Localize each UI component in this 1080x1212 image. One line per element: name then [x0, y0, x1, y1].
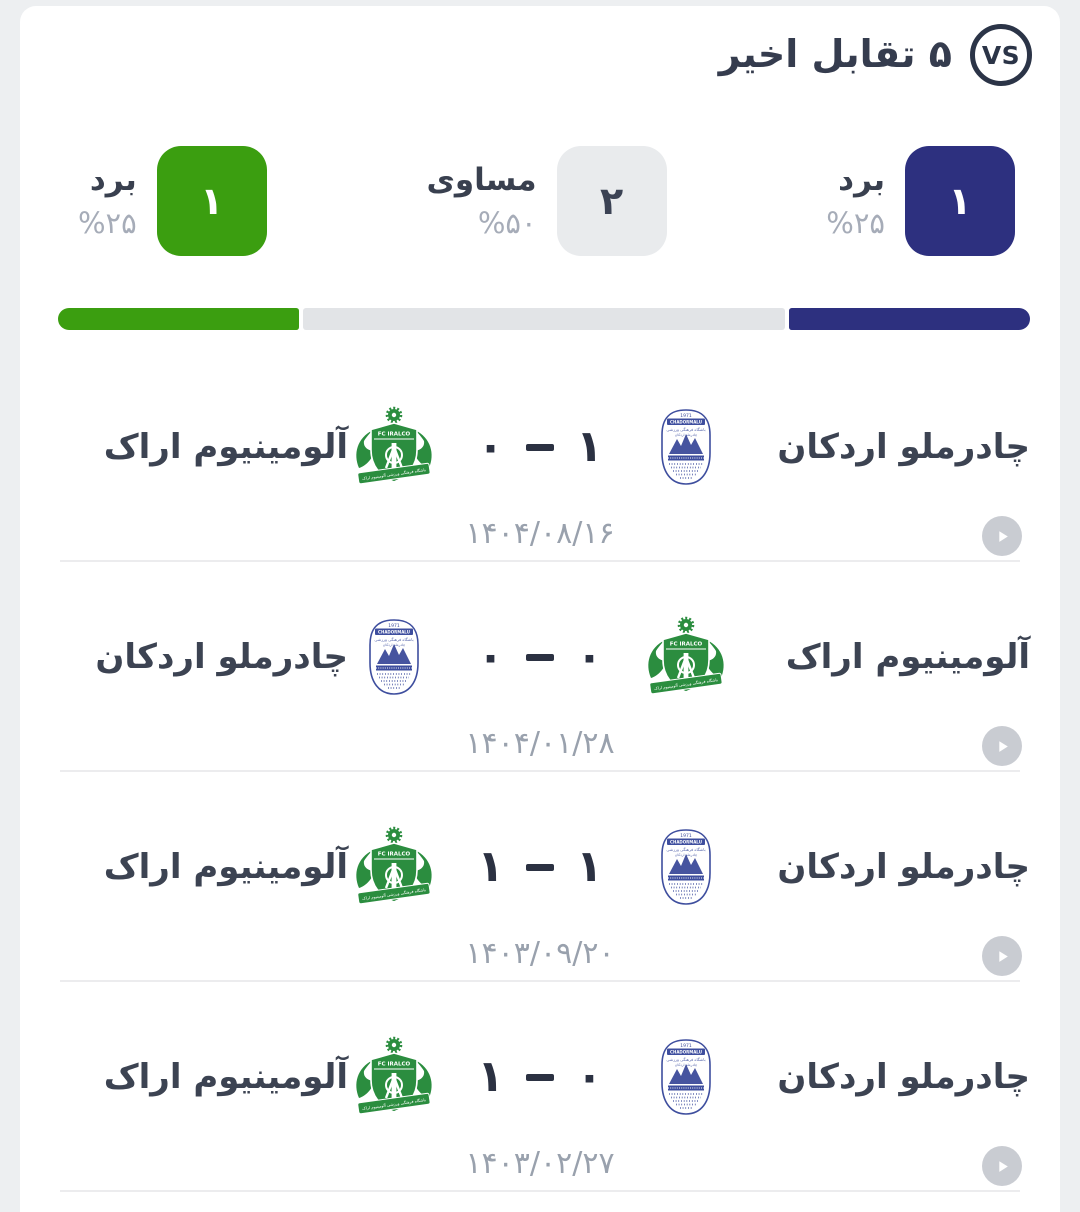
svg-text:باشگاه فرهنگی ورزشی: باشگاه فرهنگی ورزشی [666, 1057, 705, 1062]
svg-text:1971: 1971 [680, 833, 692, 839]
match-list: چادرملو اردکان 1971 CHADORMALU باشگاه فر… [20, 352, 1060, 1192]
svg-text:CHADORMALU: CHADORMALU [378, 630, 410, 635]
home-team-name: چادرملو اردکان [777, 1057, 1030, 1097]
away-score: ۱ [477, 1051, 504, 1102]
match-score: ۰ ۰ [440, 635, 640, 679]
head-to-head-card: VS ۵ تقابل اخیر ۱ برد %۲۵ ۲ مساوی %۵۰ ۱ … [20, 6, 1060, 1212]
iralco-crest-icon: FC IRALCO باشگاه فرهنگی ورزشی آلومینیوم … [356, 1036, 432, 1115]
svg-text:FC IRALCO: FC IRALCO [378, 852, 411, 858]
away-score: ۱ [477, 841, 504, 892]
chadormalu-crest-icon: 1971 CHADORMALU باشگاه فرهنگی ورزشی چادر… [661, 829, 711, 905]
score-dash [526, 1073, 554, 1081]
svg-text:FC IRALCO: FC IRALCO [670, 642, 703, 648]
match-score: ۰ ۱ [440, 1055, 640, 1099]
vs-icon-label: VS [981, 40, 1021, 70]
svg-text:CHADORMALU: CHADORMALU [670, 840, 702, 845]
away-team-crest: 1971 CHADORMALU باشگاه فرهنگی ورزشی چادر… [351, 402, 437, 492]
home-team-crest: 1971 CHADORMALU باشگاه فرهنگی ورزشی چادر… [658, 828, 714, 906]
home-team-name: آلومینیوم اراک [785, 637, 1030, 677]
away-team-crest: 1971 CHADORMALU باشگاه فرهنگی ورزشی چادر… [351, 1032, 437, 1122]
match-row[interactable]: چادرملو اردکان 1971 CHADORMALU باشگاه فر… [20, 352, 1060, 562]
score-dash [526, 653, 554, 661]
match-score: ۱ ۰ [440, 425, 640, 469]
section-header: VS ۵ تقابل اخیر [20, 6, 1060, 86]
svg-text:CHADORMALU: CHADORMALU [670, 1050, 702, 1055]
chadormalu-crest-icon: 1971 CHADORMALU باشگاه فرهنگی ورزشی چادر… [661, 409, 711, 485]
match-date: ۱۴۰۳/۰۲/۲۷ [465, 1146, 615, 1181]
home-team-name: چادرملو اردکان [777, 427, 1030, 467]
section-title: ۵ تقابل اخیر [718, 32, 952, 77]
away-team-crest: 1971 CHADORMALU باشگاه فرهنگی ورزشی چادر… [351, 822, 437, 912]
svg-text:باشگاه فرهنگی ورزشی: باشگاه فرهنگی ورزشی [374, 637, 413, 642]
score-dash [526, 863, 554, 871]
home-team-crest: 1971 CHADORMALU باشگاه فرهنگی ورزشی چادر… [658, 1038, 714, 1116]
stat-away-wins-label: برد [89, 162, 137, 198]
play-highlights-button[interactable] [982, 936, 1022, 976]
match-date: ۱۴۰۳/۰۹/۲۰ [465, 936, 615, 971]
win-draw-loss-bar [58, 308, 1030, 330]
match-date: ۱۴۰۴/۰۱/۲۸ [465, 726, 615, 761]
svg-text:1971: 1971 [680, 1043, 692, 1049]
match-row[interactable]: چادرملو اردکان 1971 CHADORMALU باشگاه فر… [20, 982, 1060, 1192]
iralco-crest-icon: FC IRALCO باشگاه فرهنگی ورزشی آلومینیوم … [356, 406, 432, 485]
stat-draws-percent: %۵۰ [477, 206, 537, 240]
iralco-crest-icon: FC IRALCO باشگاه فرهنگی ورزشی آلومینیوم … [648, 616, 724, 695]
vs-icon: VS [970, 24, 1032, 86]
home-score: ۱ [576, 421, 603, 472]
match-date: ۱۴۰۴/۰۸/۱۶ [465, 516, 615, 551]
home-score: ۰ [576, 631, 603, 682]
away-team-name: آلومینیوم اراک [103, 427, 348, 467]
svg-text:باشگاه فرهنگی ورزشی: باشگاه فرهنگی ورزشی [666, 427, 705, 432]
stat-home-wins-percent: %۲۵ [826, 206, 885, 240]
play-icon [998, 950, 1008, 962]
play-icon [998, 530, 1008, 542]
progress-segment-away-win-share [58, 308, 299, 330]
home-score: ۱ [576, 841, 603, 892]
svg-text:FC IRALCO: FC IRALCO [378, 432, 411, 438]
stat-draws-label: مساوی [426, 162, 537, 198]
play-highlights-button[interactable] [982, 726, 1022, 766]
home-team-crest: 1971 CHADORMALU باشگاه فرهنگی ورزشی چادر… [643, 612, 729, 702]
away-team-name: چادرملو اردکان [95, 637, 348, 677]
stat-draws: ۲ مساوی %۵۰ [426, 146, 667, 256]
chadormalu-crest-icon: 1971 CHADORMALU باشگاه فرهنگی ورزشی چادر… [369, 619, 419, 695]
progress-segment-draw-share [303, 308, 785, 330]
home-team-name: چادرملو اردکان [777, 847, 1030, 887]
away-team-crest: 1971 CHADORMALU باشگاه فرهنگی ورزشی چادر… [366, 618, 422, 696]
away-team-name: آلومینیوم اراک [103, 847, 348, 887]
away-score: ۰ [477, 421, 504, 472]
home-score: ۰ [576, 1051, 603, 1102]
play-icon [998, 740, 1008, 752]
iralco-crest-icon: FC IRALCO باشگاه فرهنگی ورزشی آلومینیوم … [356, 826, 432, 905]
summary-stats: ۱ برد %۲۵ ۲ مساوی %۵۰ ۱ برد %۲۵ [20, 146, 1060, 256]
svg-text:FC IRALCO: FC IRALCO [378, 1062, 411, 1068]
score-dash [526, 443, 554, 451]
svg-text:CHADORMALU: CHADORMALU [670, 420, 702, 425]
play-highlights-button[interactable] [982, 516, 1022, 556]
stat-home-wins-label: برد [838, 162, 885, 198]
svg-text:1971: 1971 [388, 623, 400, 629]
stat-home-wins: ۱ برد %۲۵ [826, 146, 1015, 256]
stat-away-wins-percent: %۲۵ [78, 206, 137, 240]
away-team-name: آلومینیوم اراک [103, 1057, 348, 1097]
progress-segment-home-win-share [789, 308, 1030, 330]
home-team-crest: 1971 CHADORMALU باشگاه فرهنگی ورزشی چادر… [658, 408, 714, 486]
match-score: ۱ ۱ [440, 845, 640, 889]
match-row[interactable]: آلومینیوم اراک 1971 CHADORMALU باشگاه فر… [20, 562, 1060, 772]
chadormalu-crest-icon: 1971 CHADORMALU باشگاه فرهنگی ورزشی چادر… [661, 1039, 711, 1115]
play-icon [998, 1160, 1008, 1172]
play-highlights-button[interactable] [982, 1146, 1022, 1186]
away-score: ۰ [477, 631, 504, 682]
stat-draws-box: ۲ [556, 146, 667, 256]
match-row[interactable]: چادرملو اردکان 1971 CHADORMALU باشگاه فر… [20, 772, 1060, 982]
svg-text:باشگاه فرهنگی ورزشی: باشگاه فرهنگی ورزشی [666, 847, 705, 852]
svg-text:1971: 1971 [680, 413, 692, 419]
stat-away-wins: ۱ برد %۲۵ [78, 146, 267, 256]
stat-away-wins-box: ۱ [156, 146, 267, 256]
stat-home-wins-box: ۱ [905, 146, 1015, 256]
